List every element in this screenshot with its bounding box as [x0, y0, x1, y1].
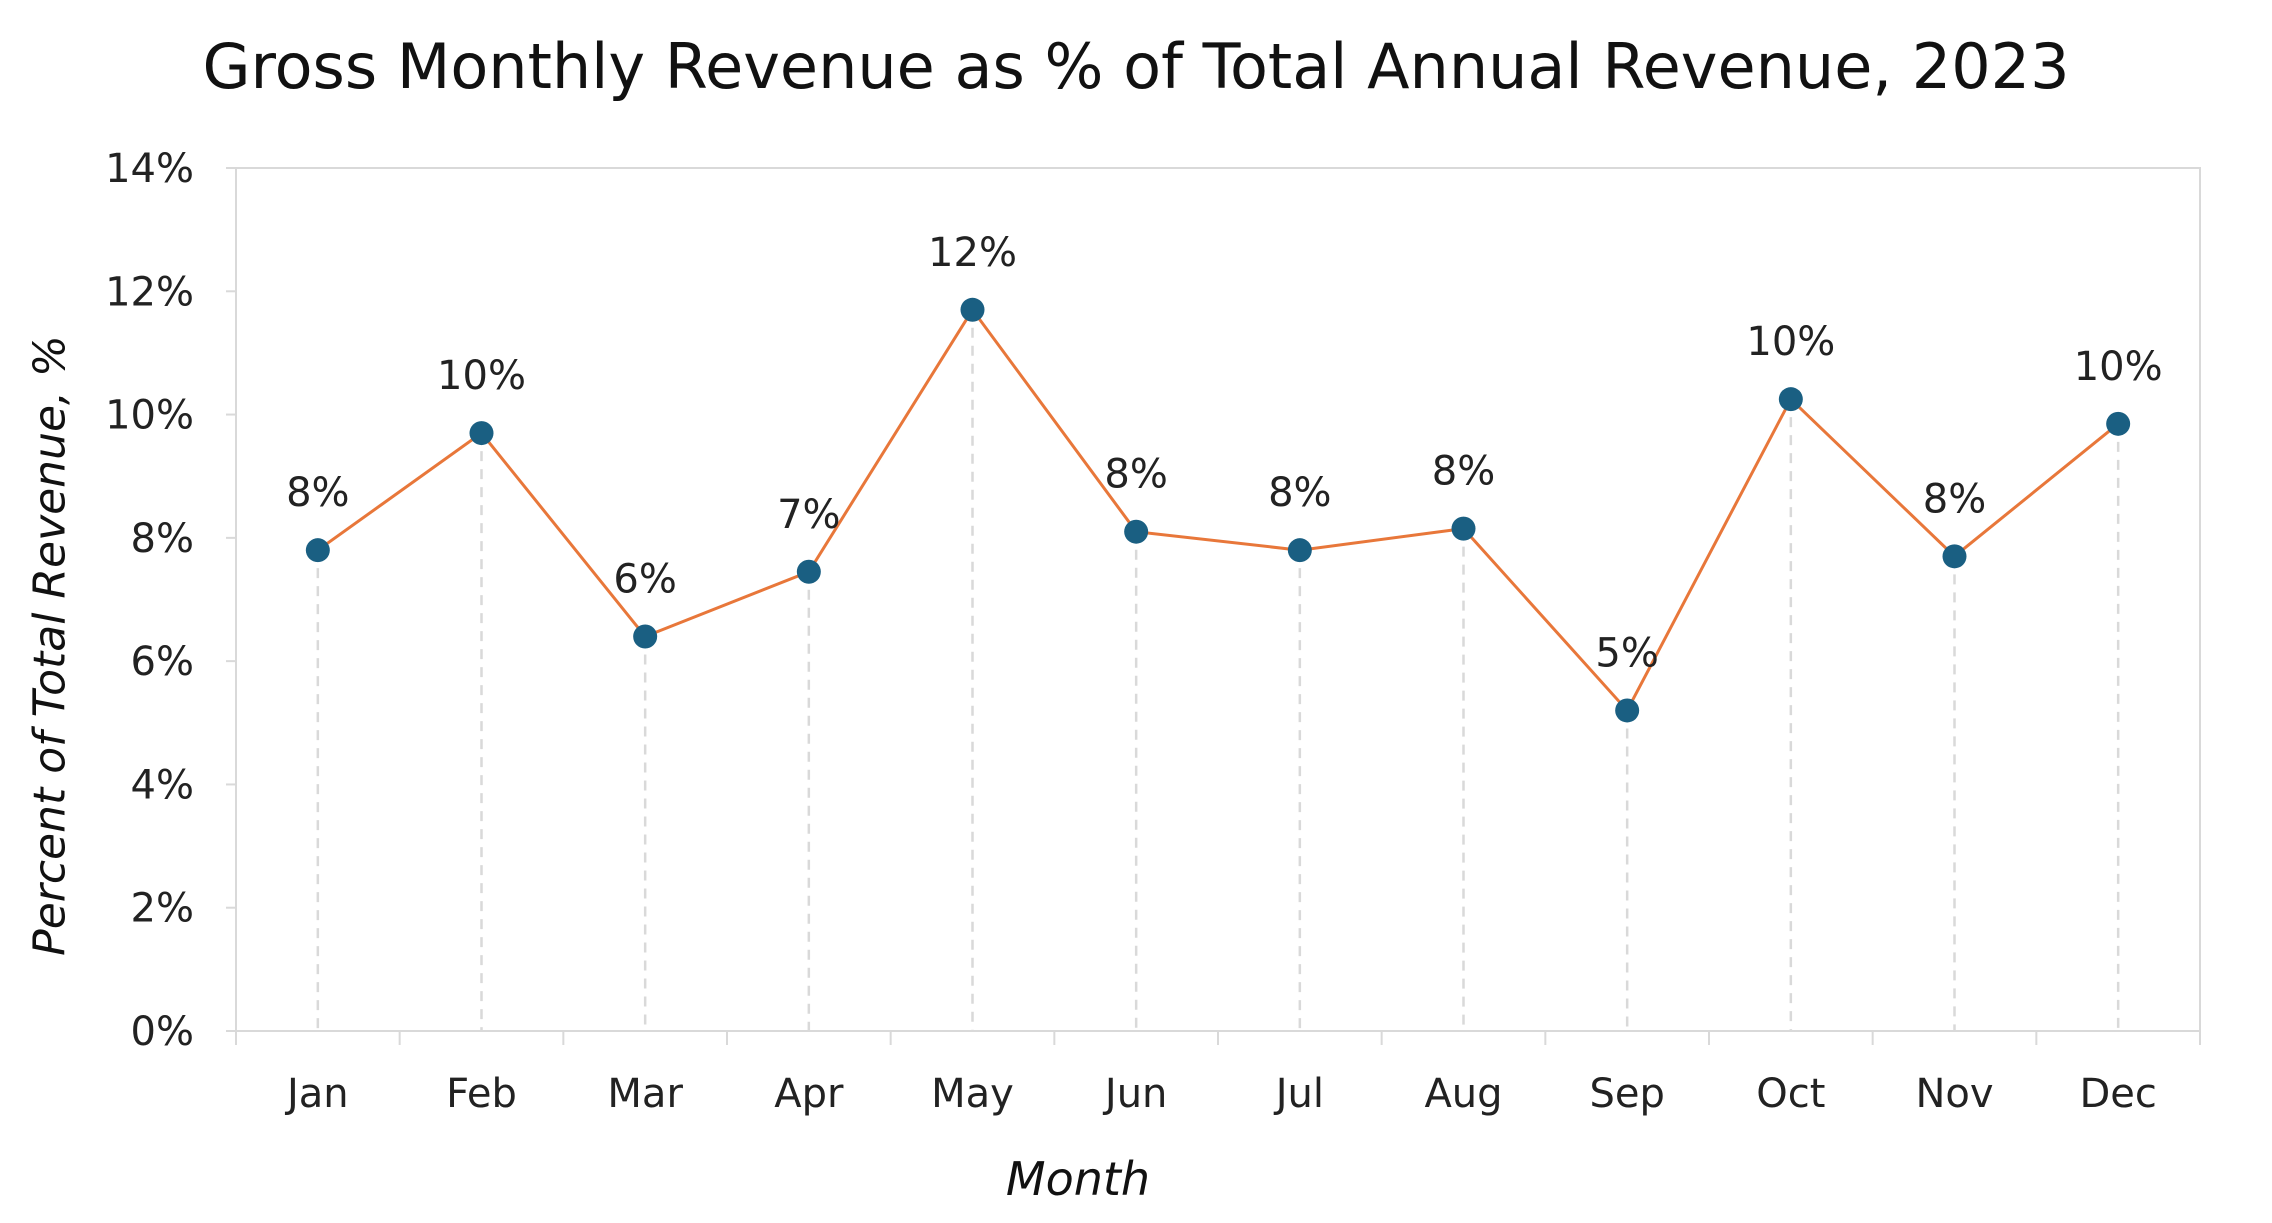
- x-tick-label: May: [931, 1071, 1014, 1117]
- data-label: 10%: [437, 353, 526, 399]
- data-label: 8%: [1923, 476, 1986, 522]
- y-tick-label: 0%: [131, 1009, 194, 1055]
- y-tick-label: 6%: [131, 639, 194, 685]
- data-label: 7%: [777, 492, 840, 538]
- data-label: 8%: [1104, 452, 1167, 498]
- data-label: 10%: [2074, 344, 2163, 390]
- x-tick-label: Nov: [1915, 1071, 1993, 1117]
- x-tick-label: Jul: [1273, 1071, 1324, 1117]
- series-line: [316, 307, 2120, 714]
- data-label: 8%: [1432, 449, 1495, 495]
- x-tick-label: Mar: [607, 1071, 683, 1117]
- plot-frame: [235, 167, 2201, 1032]
- data-label: 10%: [1746, 319, 1835, 365]
- data-label: 5%: [1595, 630, 1658, 676]
- x-tick-label: Feb: [446, 1071, 517, 1117]
- data-label: 12%: [928, 230, 1017, 276]
- data-point: [2106, 411, 2131, 436]
- x-tick-label: Jan: [284, 1071, 349, 1117]
- x-tick-label: Sep: [1589, 1071, 1664, 1117]
- x-tick-label: Jun: [1102, 1071, 1168, 1117]
- y-tick-label: 10%: [105, 393, 194, 439]
- y-tick-label: 8%: [131, 516, 194, 562]
- data-point: [305, 538, 330, 563]
- data-point: [1124, 519, 1149, 544]
- data-point: [1942, 544, 1967, 569]
- data-point: [1451, 516, 1476, 541]
- data-label: 8%: [286, 470, 349, 516]
- data-point: [469, 421, 494, 446]
- data-point: [633, 624, 658, 649]
- chart-title: Gross Monthly Revenue as % of Total Annu…: [202, 30, 2070, 103]
- data-label: 8%: [1268, 470, 1331, 516]
- data-point: [1287, 538, 1312, 563]
- x-tick-label: Dec: [2079, 1071, 2156, 1117]
- data-point: [1778, 387, 1803, 412]
- x-tick-label: Apr: [774, 1071, 844, 1117]
- data-point: [960, 297, 985, 322]
- x-tick-label: Aug: [1424, 1071, 1502, 1117]
- y-tick-label: 2%: [131, 886, 194, 932]
- data-point: [796, 559, 821, 584]
- data-point: [1615, 698, 1640, 723]
- data-label: 6%: [613, 556, 676, 602]
- x-tick-label: Oct: [1756, 1071, 1825, 1117]
- y-tick-label: 12%: [105, 269, 194, 315]
- y-tick-label: 4%: [131, 762, 194, 808]
- x-axis-label: Month: [1005, 1152, 1151, 1206]
- y-tick-label: 14%: [105, 146, 194, 192]
